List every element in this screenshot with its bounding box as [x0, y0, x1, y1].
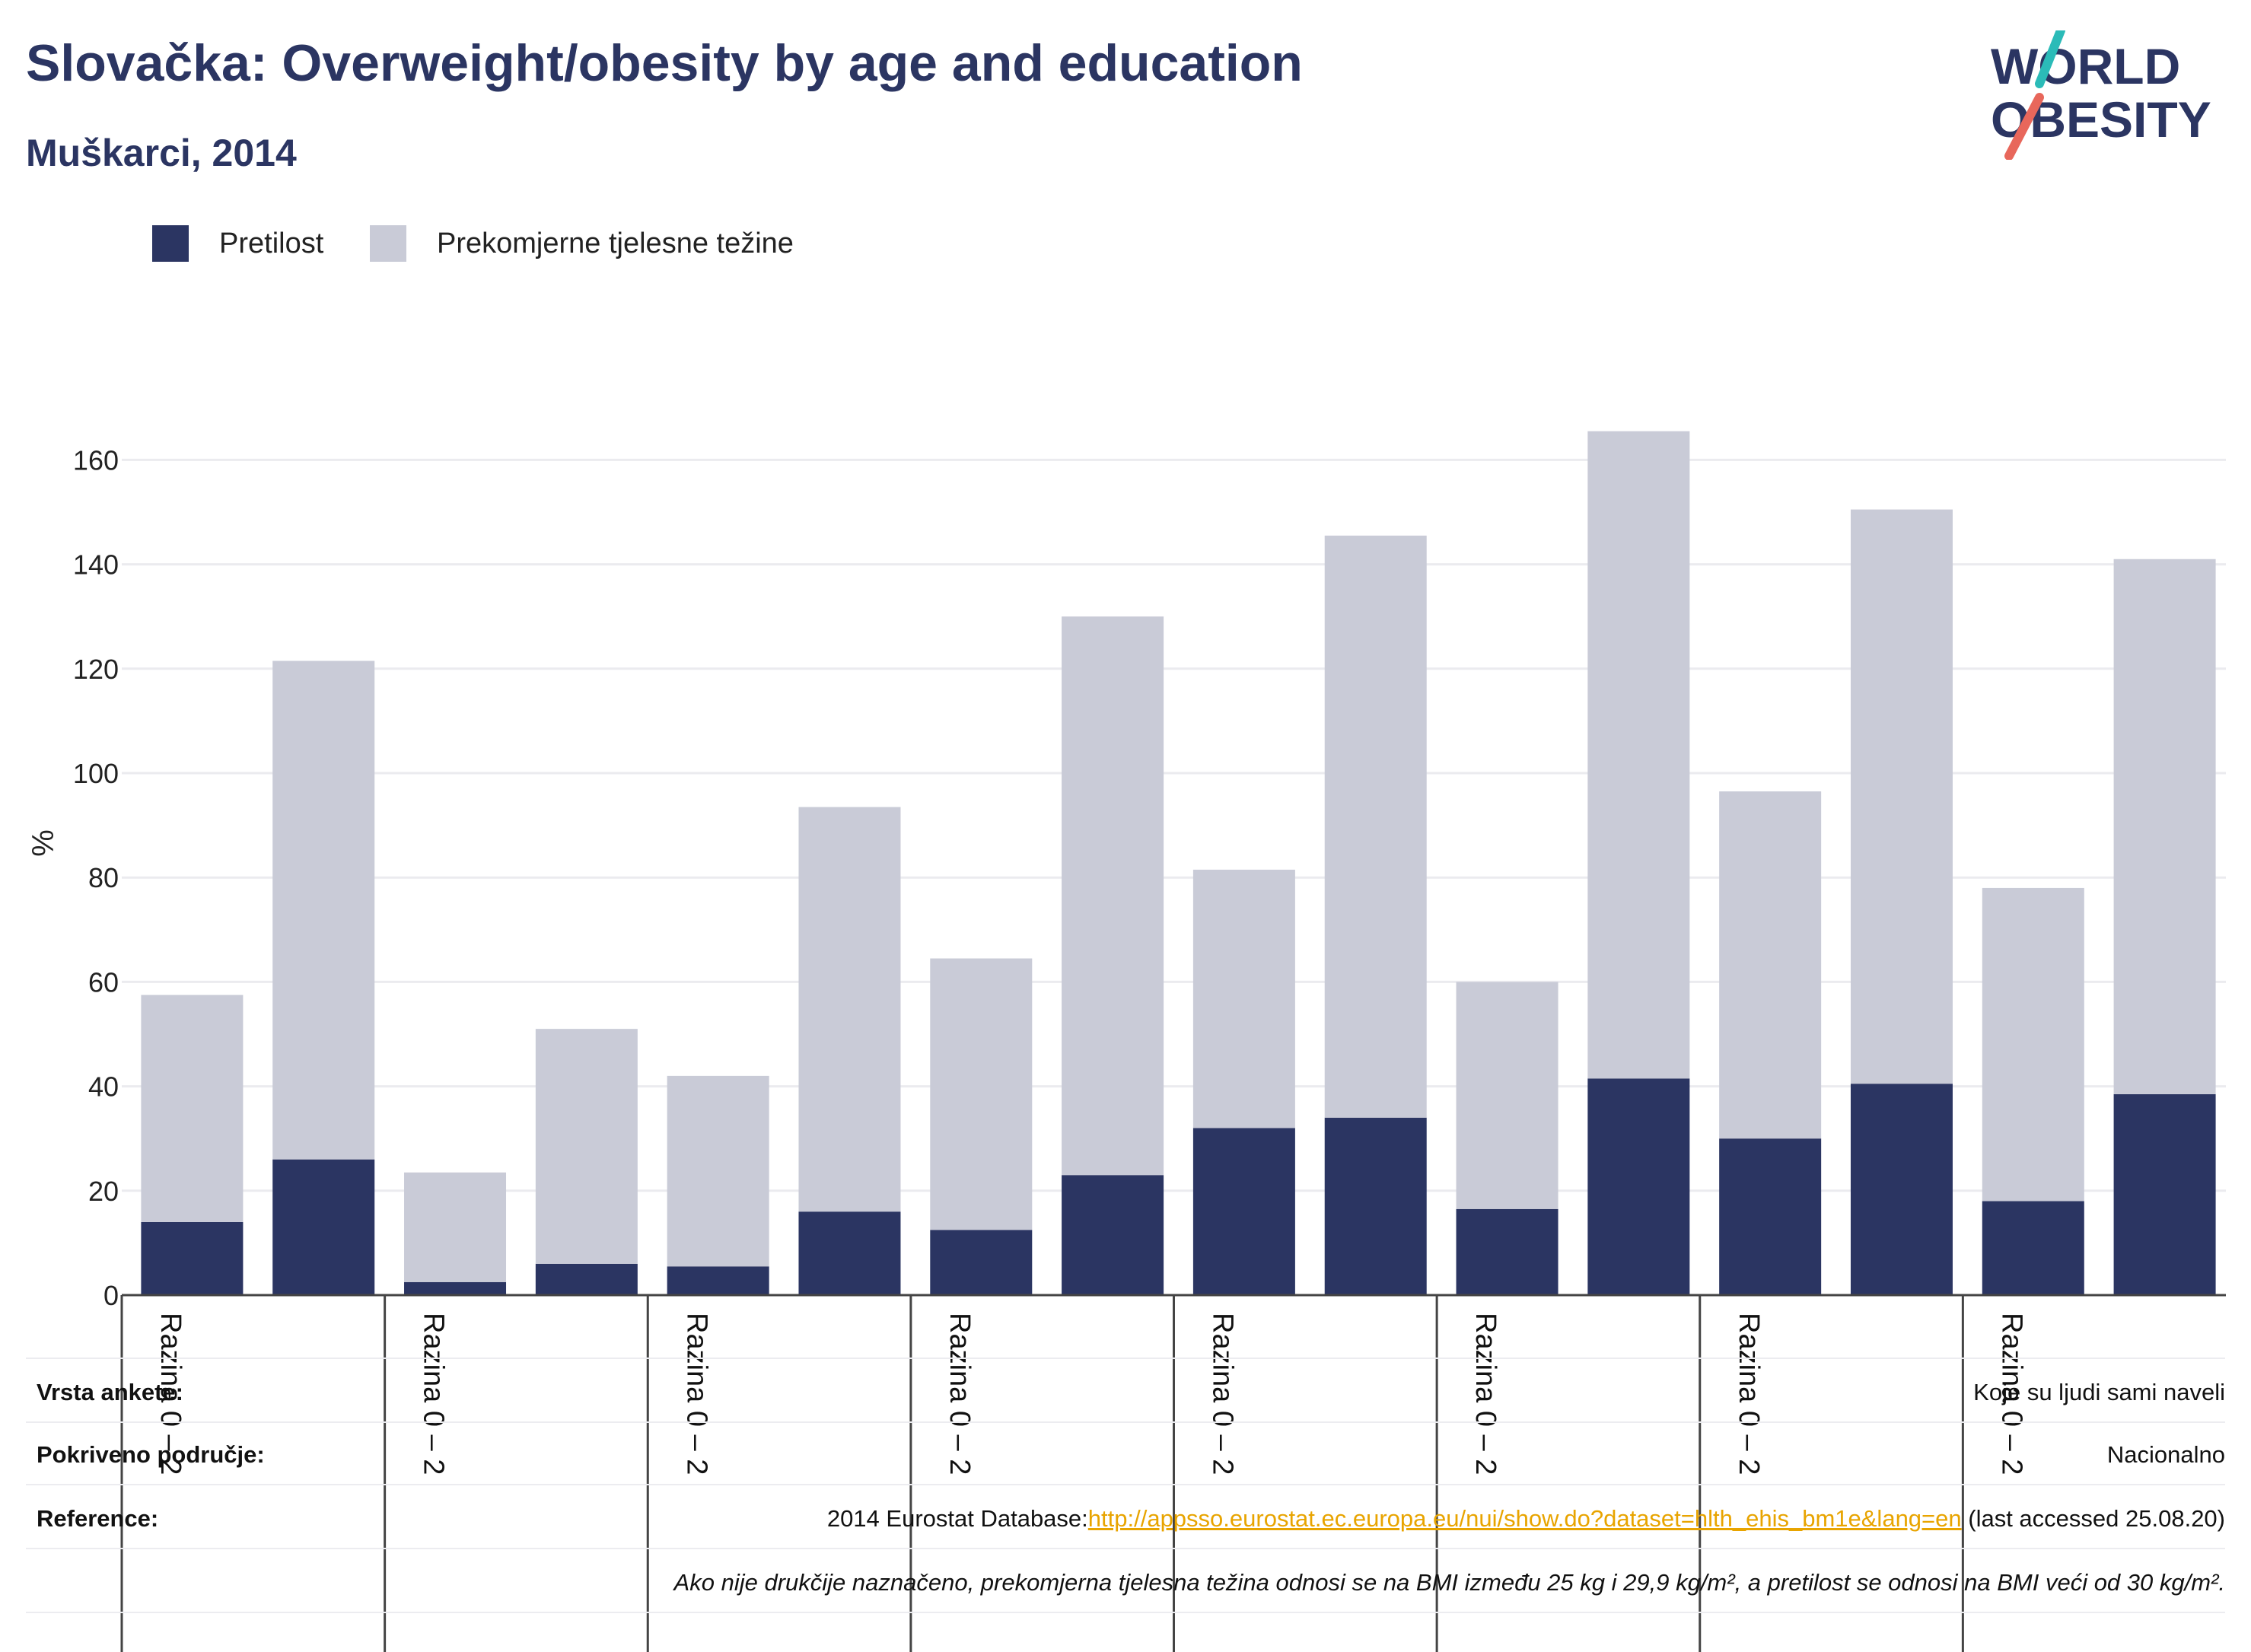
bar-overweight	[535, 1029, 638, 1264]
x-group-label: Razina 0 – 2	[680, 1313, 712, 1475]
x-group-label: Razina 0 – 2	[1995, 1313, 2027, 1475]
y-axis-label: %	[27, 829, 60, 857]
bar-obesity	[930, 1230, 1033, 1295]
bar-overweight	[1062, 616, 1164, 1176]
reference-label: Reference:	[37, 1505, 159, 1532]
bar-obesity	[1062, 1175, 1164, 1295]
reference-prefix: 2014 Eurostat Database:	[826, 1505, 1088, 1532]
x-group-label: Razina 0 – 2	[1207, 1313, 1239, 1475]
bar-overweight	[2113, 559, 2216, 1094]
bar-overweight	[141, 995, 244, 1222]
footer-divider	[26, 1421, 2225, 1423]
bar-overweight	[1456, 982, 1559, 1209]
bar-overweight	[1982, 887, 2084, 1202]
legend-label-obesity: Pretilost	[219, 227, 324, 259]
bar-obesity	[535, 1263, 638, 1295]
bar-obesity	[1719, 1138, 1822, 1295]
y-tick-label: 120	[73, 654, 119, 685]
x-group-label: Razina 0 – 2	[944, 1313, 976, 1475]
bar-overweight	[1587, 431, 1690, 1079]
bar-overweight	[1192, 869, 1295, 1128]
bmi-definition-note: Ako nije drukčije naznačeno, prekomjerna…	[673, 1569, 2225, 1596]
coverage-label: Pokriveno područje:	[37, 1441, 265, 1468]
bar-overweight	[930, 958, 1033, 1230]
bar-overweight	[1324, 535, 1427, 1118]
y-tick-label: 140	[73, 549, 119, 581]
x-group-label: Razina 0 – 2	[1469, 1313, 1501, 1475]
bar-obesity	[667, 1266, 769, 1295]
x-group-label: Razina 0 – 2	[418, 1313, 450, 1475]
footer-divider	[26, 1484, 2225, 1485]
survey-type-value: Koje su ljudi sami naveli	[1973, 1379, 2225, 1405]
legend-item-obesity[interactable]: Pretilost	[152, 225, 323, 262]
bar-obesity	[1850, 1084, 1953, 1295]
y-tick-label: 0	[103, 1280, 119, 1311]
legend-swatch-obesity	[152, 225, 189, 262]
footer-divider	[26, 1548, 2225, 1549]
y-tick-label: 20	[88, 1176, 119, 1207]
legend-swatch-overweight	[370, 225, 406, 262]
survey-type-label: Vrsta ankete:	[37, 1379, 183, 1405]
bar-obesity	[1587, 1078, 1690, 1295]
logo-line1: WORLD	[1991, 38, 2180, 94]
bar-obesity	[1324, 1117, 1427, 1295]
footer-divider	[26, 1358, 2225, 1359]
y-tick-label: 40	[88, 1071, 119, 1103]
reference-link[interactable]: http://appsso.eurostat.ec.europa.eu/nui/…	[1087, 1505, 1962, 1532]
bar-obesity	[2113, 1093, 2216, 1295]
bar-overweight	[404, 1172, 507, 1282]
chart-title: Slovačka: Overweight/obesity by age and …	[26, 34, 1303, 92]
bar-obesity	[1192, 1128, 1295, 1295]
bar-obesity	[141, 1221, 244, 1295]
chart-subtitle: Muškarci, 2014	[26, 132, 297, 174]
legend-label-overweight: Prekomjerne tjelesne težine	[437, 227, 794, 259]
bar-overweight	[1719, 791, 1822, 1139]
logo-accent-teal	[2035, 30, 2065, 88]
footer-divider	[26, 1612, 2225, 1613]
bar-obesity	[1982, 1201, 2084, 1295]
coverage-value: Nacionalno	[2106, 1441, 2225, 1468]
y-tick-label: 80	[88, 862, 119, 893]
world-obesity-logo: WORLD OBESITY	[1991, 30, 2211, 160]
bar-obesity	[1456, 1208, 1559, 1295]
x-group-label: Razina 0 – 2	[154, 1313, 186, 1475]
bar-obesity	[272, 1159, 375, 1295]
bar-obesity	[404, 1281, 507, 1295]
bar-overweight	[1850, 509, 1953, 1084]
logo-accent-coral	[2004, 93, 2044, 160]
bar-overweight	[667, 1075, 769, 1267]
y-tick-label: 60	[88, 966, 119, 998]
reference-value: 2014 Eurostat Database:http://appsso.eur…	[827, 1505, 2225, 1533]
bar-overweight	[798, 807, 901, 1212]
y-tick-label: 160	[73, 444, 119, 476]
legend-item-overweight[interactable]: Prekomjerne tjelesne težine	[370, 225, 794, 262]
x-group-label: Razina 0 – 2	[1733, 1313, 1765, 1475]
bar-overweight	[272, 660, 375, 1160]
bar-obesity	[798, 1211, 901, 1295]
reference-suffix: (last accessed 25.08.20)	[1961, 1505, 2225, 1532]
y-tick-label: 100	[73, 758, 119, 789]
